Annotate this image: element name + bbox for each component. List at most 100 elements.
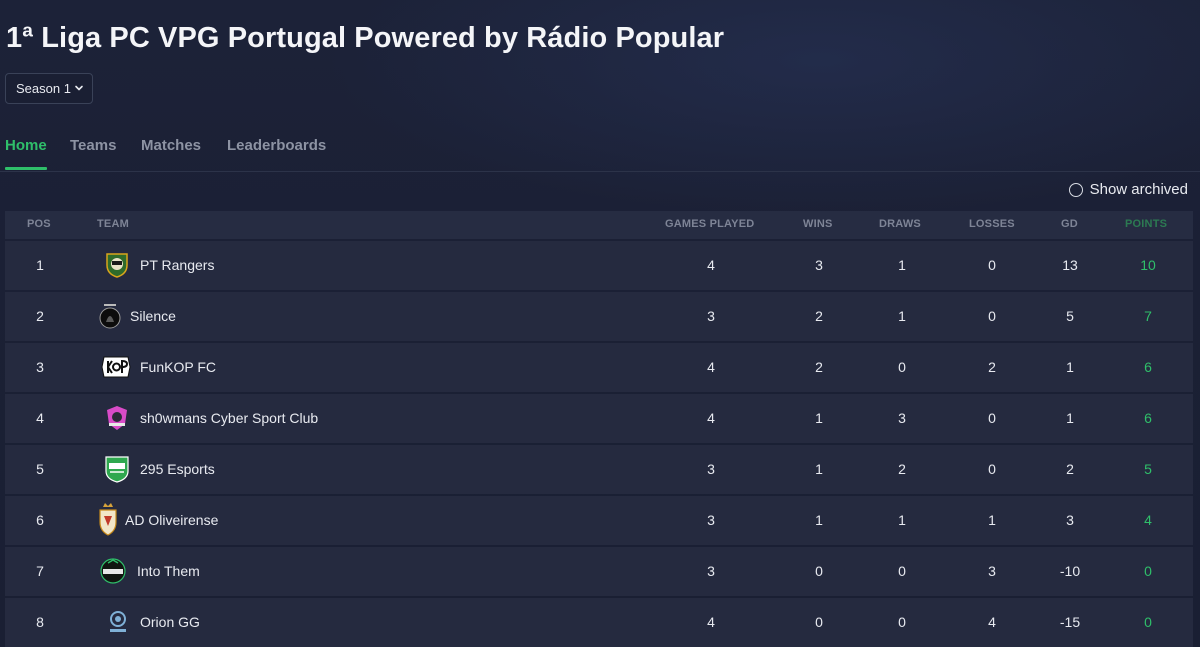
showmans-logo-icon — [107, 406, 127, 430]
row-draws: 1 — [898, 257, 906, 273]
team-name[interactable]: AD Oliveirense — [125, 512, 219, 528]
header-losses[interactable]: LOSSES — [969, 218, 1015, 230]
page-title: 1ª Liga PC VPG Portugal Powered by Rádio… — [6, 22, 725, 54]
team-name[interactable]: Into Them — [137, 563, 200, 579]
row-games-played: 4 — [707, 410, 715, 426]
row-pos: 4 — [36, 410, 44, 426]
header-pos[interactable]: POS — [27, 218, 51, 230]
tab-leaderboards[interactable]: Leaderboards — [227, 137, 327, 154]
row-draws: 0 — [898, 359, 906, 375]
row-games-played: 3 — [707, 563, 715, 579]
row-draws: 2 — [898, 461, 906, 477]
row-wins: 3 — [815, 257, 823, 273]
pt-rangers-logo-icon — [106, 253, 128, 278]
row-wins: 2 — [815, 308, 823, 324]
active-tab-indicator — [5, 167, 47, 170]
orion-gg-logo-icon — [110, 611, 126, 632]
tab-home[interactable]: Home — [5, 137, 47, 154]
team-name[interactable]: FunKOP FC — [140, 359, 216, 375]
row-losses: 0 — [988, 308, 996, 324]
row-games-played: 4 — [707, 614, 715, 630]
header-points[interactable]: POINTS — [1125, 218, 1168, 230]
tab-matches[interactable]: Matches — [141, 137, 202, 154]
standings-table: POS TEAM GAMES PLAYED WINS DRAWS LOSSES … — [5, 211, 1193, 647]
row-gd: 2 — [1066, 461, 1074, 477]
table-row[interactable]: 7 Into Them 3 0 0 3 -10 0 — [5, 547, 1193, 596]
header-gd[interactable]: GD — [1061, 218, 1078, 230]
row-gd: -10 — [1059, 563, 1081, 579]
radio-icon[interactable] — [1068, 182, 1083, 197]
table-row[interactable]: 3 FunKOP FC 4 2 0 2 1 6 — [5, 343, 1193, 392]
row-pos: 3 — [36, 359, 44, 375]
row-gd: 1 — [1066, 410, 1074, 426]
table-row[interactable]: 8 Orion GG 4 0 0 4 -15 0 — [5, 598, 1193, 647]
row-pos: 6 — [36, 512, 44, 528]
row-pos: 7 — [36, 563, 44, 579]
row-gd: 1 — [1066, 359, 1074, 375]
row-losses: 0 — [988, 461, 996, 477]
row-gd: 5 — [1066, 308, 1074, 324]
row-draws: 0 — [898, 614, 906, 630]
row-points: 0 — [1144, 563, 1152, 579]
team-name[interactable]: PT Rangers — [140, 257, 215, 273]
team-name[interactable]: Orion GG — [140, 614, 200, 630]
row-pos: 5 — [36, 461, 44, 477]
header-games-played[interactable]: GAMES PLAYED — [665, 218, 755, 230]
silence-logo-icon — [99, 304, 121, 329]
row-games-played: 3 — [707, 512, 715, 528]
row-gd: 13 — [1062, 257, 1078, 273]
row-points: 7 — [1144, 308, 1152, 324]
row-points: 4 — [1144, 512, 1152, 528]
row-losses: 1 — [988, 512, 996, 528]
table-row[interactable]: 1 PT Rangers 4 3 1 0 13 10 — [5, 241, 1193, 290]
show-archived-toggle[interactable]: Show archived — [1068, 181, 1188, 198]
row-wins: 1 — [815, 410, 823, 426]
season-select-value: Season 1 — [16, 81, 71, 96]
row-pos: 8 — [36, 614, 44, 630]
row-points: 6 — [1144, 359, 1152, 375]
row-wins: 1 — [815, 512, 823, 528]
team-name[interactable]: Silence — [130, 308, 176, 324]
season-select[interactable]: Season 1 — [5, 73, 93, 104]
table-row[interactable]: 4 sh0wmans Cyber Sport Club 4 1 3 0 1 6 — [5, 394, 1193, 443]
table-header: POS TEAM GAMES PLAYED WINS DRAWS LOSSES … — [5, 211, 1193, 239]
ad-oliveirense-logo-icon — [99, 503, 117, 536]
chevron-down-icon — [75, 85, 83, 91]
table-row[interactable]: 5 295 Esports 3 1 2 0 2 5 — [5, 445, 1193, 494]
header-team[interactable]: TEAM — [97, 218, 129, 230]
tab-teams[interactable]: Teams — [70, 137, 117, 154]
table-row[interactable]: 2 Silence 3 2 1 0 5 7 — [5, 292, 1193, 341]
row-losses: 0 — [988, 257, 996, 273]
row-wins: 2 — [815, 359, 823, 375]
row-draws: 1 — [898, 512, 906, 528]
row-draws: 3 — [898, 410, 906, 426]
295-esports-logo-icon — [105, 456, 129, 483]
header-draws[interactable]: DRAWS — [879, 218, 921, 230]
into-them-logo-icon — [100, 558, 126, 584]
row-games-played: 3 — [707, 461, 715, 477]
row-pos: 1 — [36, 257, 44, 273]
row-points: 10 — [1140, 257, 1156, 273]
header-wins[interactable]: WINS — [803, 218, 833, 230]
row-points: 5 — [1144, 461, 1152, 477]
row-wins: 1 — [815, 461, 823, 477]
show-archived-label: Show archived — [1089, 181, 1188, 198]
row-pos: 2 — [36, 308, 44, 324]
row-losses: 0 — [988, 410, 996, 426]
row-games-played: 3 — [707, 308, 715, 324]
row-gd: -15 — [1059, 614, 1081, 630]
tab-bar: Home Teams Matches Leaderboards — [0, 132, 1200, 172]
row-games-played: 4 — [707, 257, 715, 273]
row-draws: 0 — [898, 563, 906, 579]
row-wins: 0 — [815, 563, 823, 579]
row-points: 6 — [1144, 410, 1152, 426]
row-losses: 2 — [988, 359, 996, 375]
team-name[interactable]: 295 Esports — [140, 461, 215, 477]
team-name[interactable]: sh0wmans Cyber Sport Club — [140, 410, 319, 426]
table-row[interactable]: 6 AD Oliveirense 3 1 1 1 3 4 — [5, 496, 1193, 545]
row-losses: 4 — [988, 614, 996, 630]
row-games-played: 4 — [707, 359, 715, 375]
row-points: 0 — [1144, 614, 1152, 630]
row-draws: 1 — [898, 308, 906, 324]
row-gd: 3 — [1066, 512, 1074, 528]
